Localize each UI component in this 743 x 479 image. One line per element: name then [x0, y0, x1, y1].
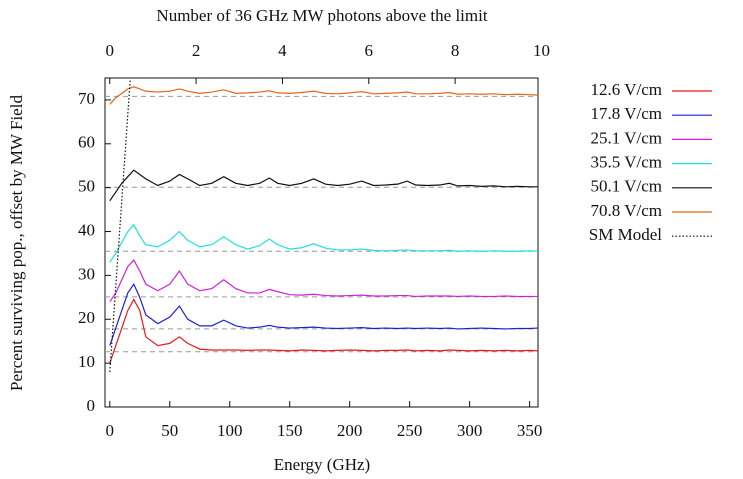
series-line — [109, 223, 538, 263]
y-tick-label: 60 — [78, 133, 95, 152]
x-tick-label: 50 — [161, 421, 178, 440]
x2-tick-label: 8 — [451, 41, 460, 60]
plot-area — [105, 80, 538, 372]
series-line — [109, 86, 538, 105]
legend-label: 70.8 V/cm — [591, 201, 662, 220]
y-tick-label: 10 — [78, 352, 95, 371]
x2-tick-label: 10 — [533, 41, 550, 60]
x-tick-label: 300 — [457, 421, 483, 440]
series-line — [109, 298, 538, 364]
y-axis-label: Percent surviving pop., offset by MW Fie… — [7, 95, 26, 391]
y-tick-label: 40 — [78, 220, 95, 239]
x2-tick-label: 0 — [105, 41, 114, 60]
x-tick-label: 250 — [397, 421, 423, 440]
legend-label: 12.6 V/cm — [591, 80, 662, 99]
x-axis-label: Energy (GHz) — [274, 455, 370, 474]
plot-frame — [104, 77, 539, 408]
legend-label: 35.5 V/cm — [591, 153, 662, 172]
legend-label: 25.1 V/cm — [591, 128, 662, 147]
y-tick-label: 30 — [78, 264, 95, 283]
y-tick-label: 50 — [78, 177, 95, 196]
x-tick-label: 150 — [277, 421, 303, 440]
series-line — [109, 169, 538, 202]
legend-label: 50.1 V/cm — [591, 177, 662, 196]
x2-tick-label: 4 — [278, 41, 287, 60]
y-tick-label: 20 — [78, 308, 95, 327]
series-line — [109, 80, 131, 372]
x2-tick-label: 2 — [192, 41, 201, 60]
series-line — [109, 282, 538, 346]
x-tick-label: 350 — [517, 421, 543, 440]
legend-label: SM Model — [589, 225, 662, 244]
y-tick-label: 0 — [87, 396, 96, 415]
series-line — [109, 259, 538, 303]
y-tick-label: 70 — [78, 89, 95, 108]
x2-axis-label: Number of 36 GHz MW photons above the li… — [156, 6, 487, 25]
x-tick-label: 200 — [337, 421, 363, 440]
x-tick-label: 100 — [217, 421, 243, 440]
x2-tick-label: 6 — [365, 41, 374, 60]
legend-label: 17.8 V/cm — [591, 104, 662, 123]
x-tick-label: 0 — [106, 421, 115, 440]
